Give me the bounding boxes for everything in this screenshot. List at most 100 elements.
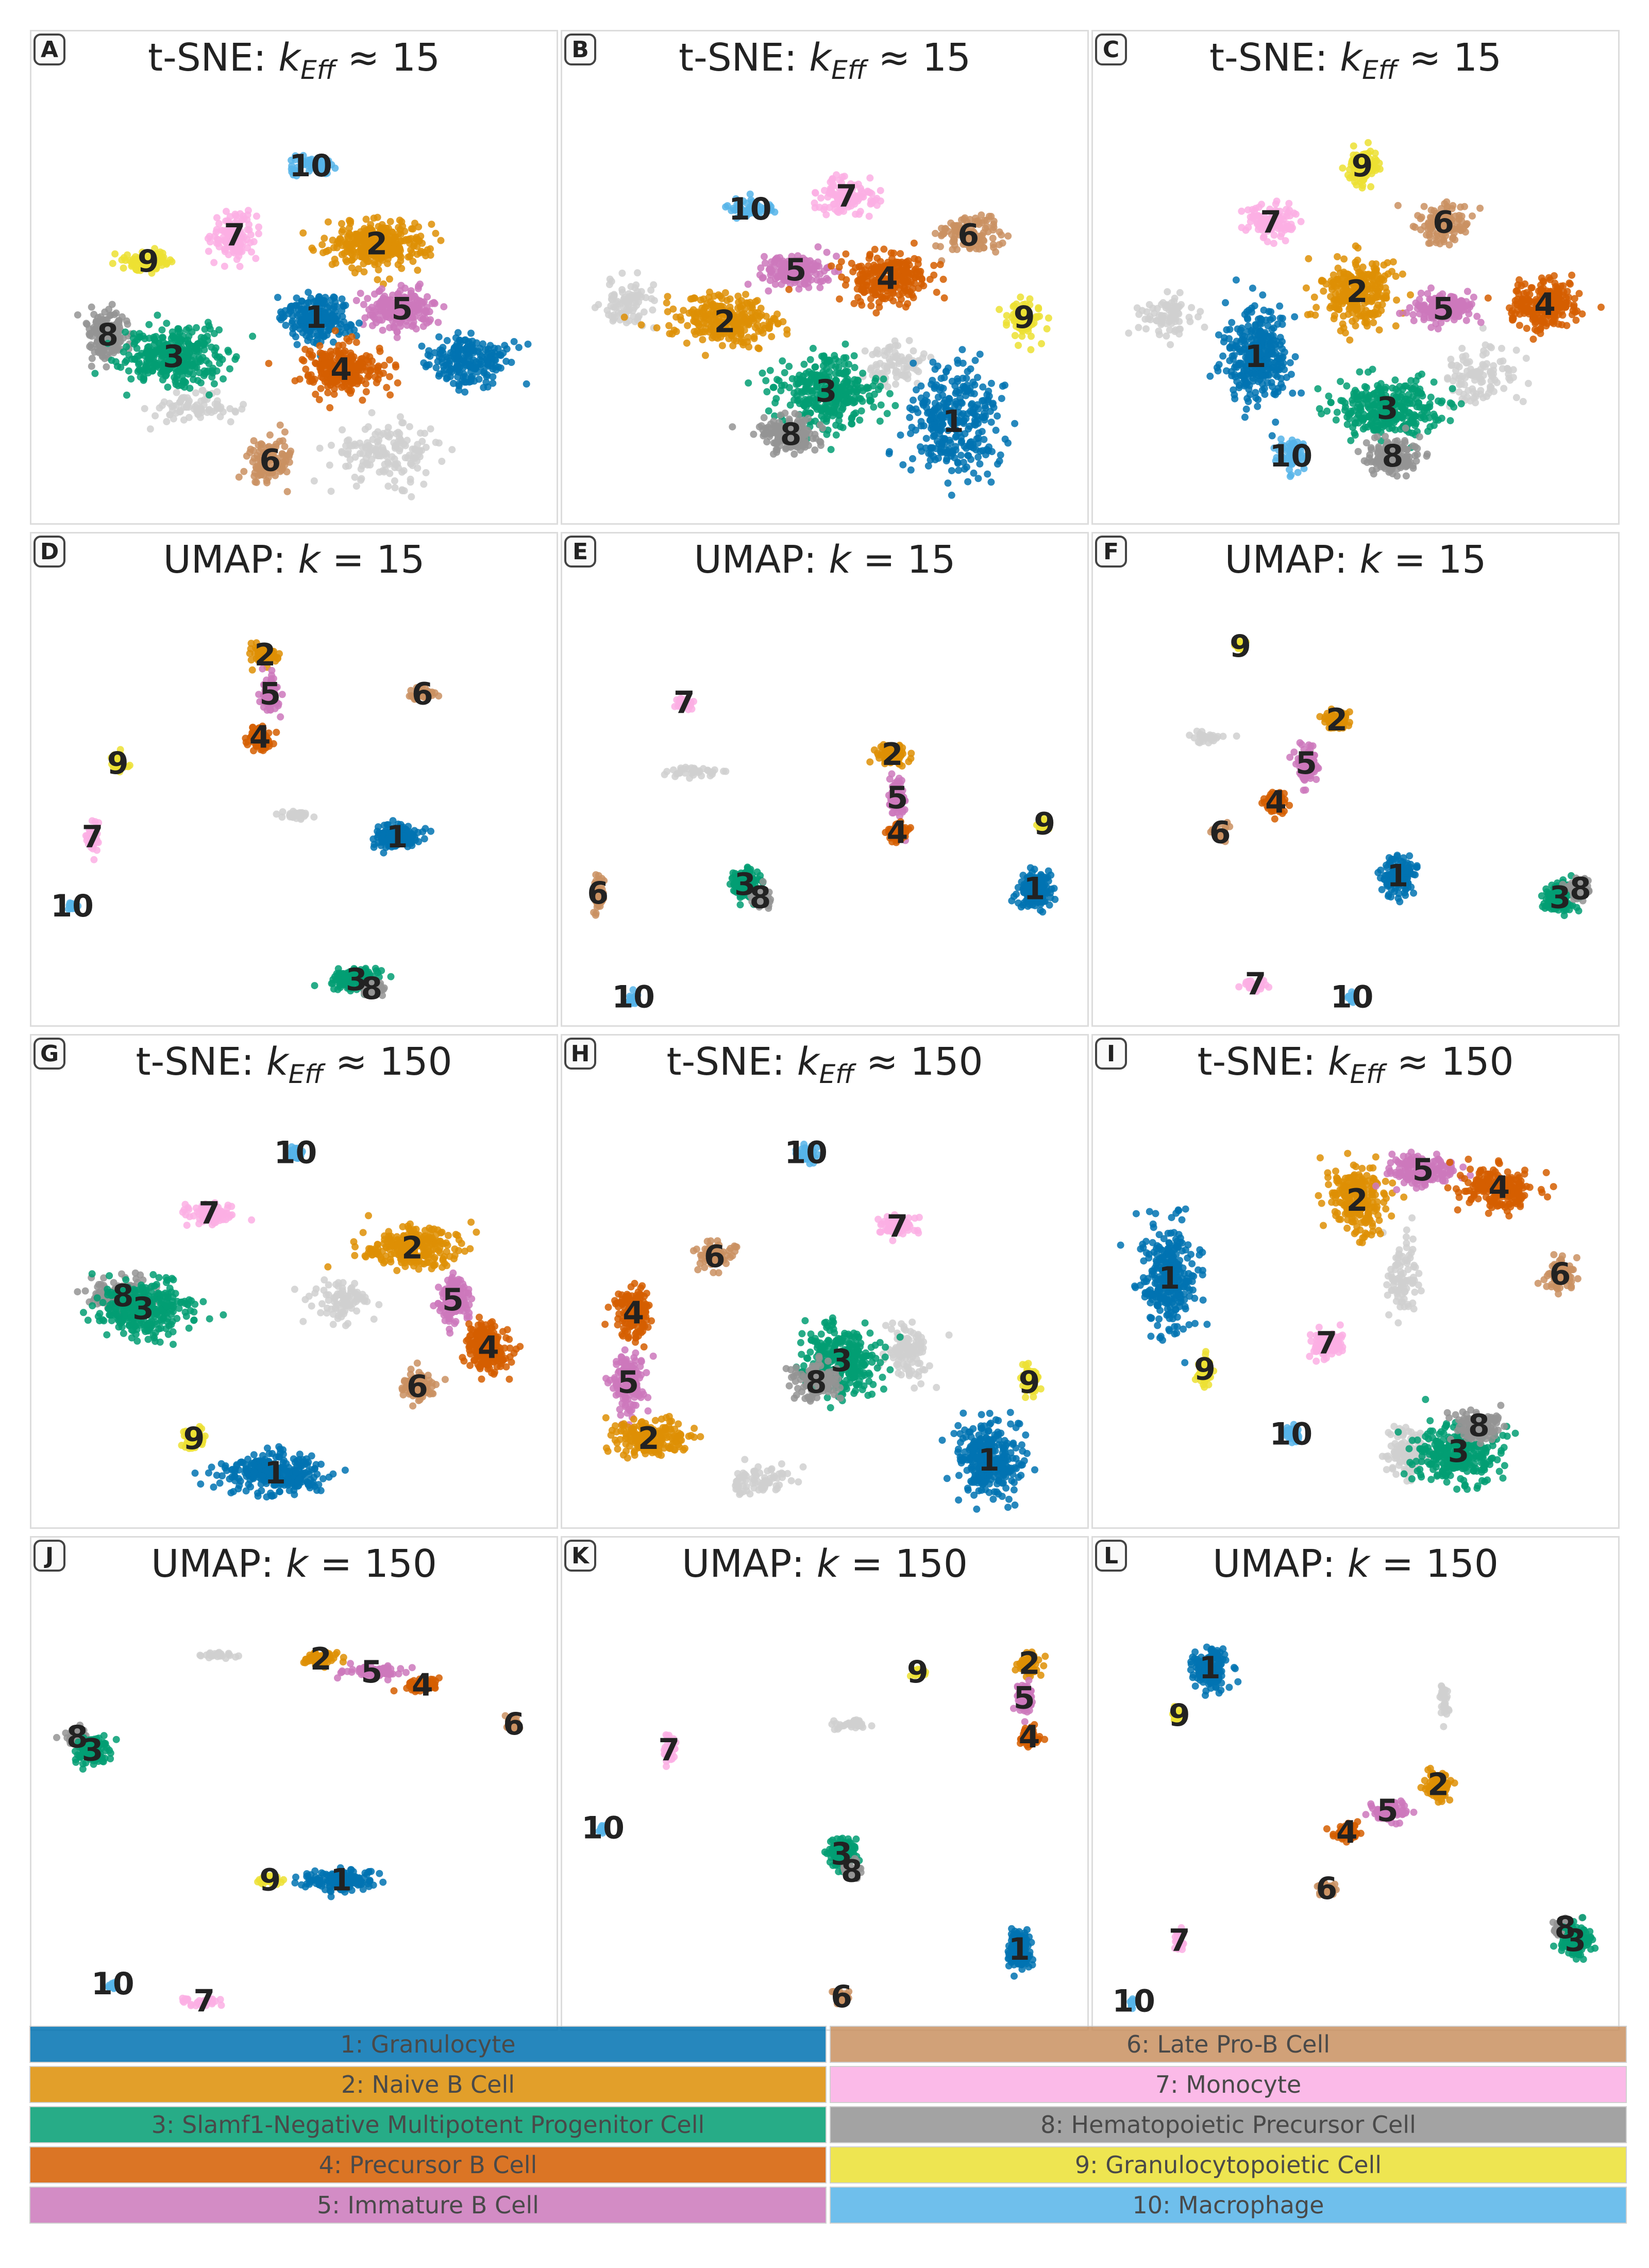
data-point [941,396,949,404]
data-point [897,295,905,303]
data-point [389,291,396,299]
data-point [873,346,881,354]
data-point [109,260,116,268]
cluster-points-4 [265,327,401,411]
data-point [680,307,687,314]
data-point [622,319,630,327]
data-point [351,376,359,383]
data-point [480,383,487,391]
data-point [329,338,337,346]
cluster-points-unassigned [1444,324,1532,410]
data-point [366,353,374,361]
data-point [255,230,262,238]
data-point [665,322,673,329]
data-point [87,341,95,349]
data-point [370,307,378,314]
data-point [912,274,919,281]
data-point [871,245,879,253]
data-point [894,352,901,360]
data-point [955,466,963,474]
data-point [360,268,368,276]
data-point [356,248,363,256]
cluster-points-7 [1238,197,1305,247]
data-point [1152,316,1160,324]
data-point [416,297,424,305]
data-point [843,388,851,396]
data-point [1367,147,1374,155]
data-point [136,359,143,366]
data-point [936,386,944,394]
data-point [501,342,509,349]
data-point [435,370,443,378]
data-point [1431,207,1438,215]
data-point [914,256,922,263]
data-point [183,347,191,355]
data-point [812,363,819,371]
data-point [918,275,926,283]
data-point [917,268,924,275]
data-point [607,302,615,310]
data-point [817,442,824,449]
data-point [913,386,920,394]
data-point [757,305,765,312]
data-point [1409,223,1417,230]
data-point [1167,303,1175,310]
data-point [1286,206,1293,214]
data-point [938,440,946,448]
data-point [234,237,242,244]
data-point [374,438,381,445]
data-point [415,282,422,290]
data-point [892,380,899,388]
data-point [800,360,808,368]
data-point [347,218,355,225]
data-point [1448,361,1455,369]
data-point [413,234,420,241]
data-point [609,296,616,304]
data-point [372,447,379,455]
data-point [310,477,318,485]
data-point [749,315,756,323]
data-point [483,371,491,379]
data-point [183,403,191,411]
data-point [359,355,366,362]
data-point [103,363,110,371]
data-point [244,244,251,252]
data-point [306,319,313,327]
data-point [477,360,485,368]
data-point [727,311,734,318]
data-point [910,396,917,404]
cluster-label: 3 [163,339,184,375]
data-point [910,359,917,367]
data-point [708,334,716,342]
data-point [327,488,335,495]
data-point [158,333,166,341]
data-point [771,280,779,288]
data-point [817,194,824,202]
data-point [359,450,367,457]
data-point [374,428,382,436]
data-point [937,375,945,382]
data-point [980,244,988,252]
data-point [820,206,828,213]
data-point [356,439,364,447]
data-point [205,407,213,414]
data-point [745,379,752,387]
data-point [420,480,428,488]
data-point [1285,199,1293,207]
data-point [883,410,891,418]
data-point [1157,301,1165,308]
data-point [341,249,348,257]
cluster-label: 6 [957,218,979,254]
data-point [1258,226,1266,234]
data-point [947,219,955,227]
data-point [715,327,723,335]
data-point [1372,166,1379,174]
data-point [1433,239,1440,246]
data-point [990,218,998,225]
data-point [906,404,914,412]
data-point [957,452,965,459]
data-point [180,354,188,362]
data-point [143,259,151,266]
data-point [969,378,977,386]
